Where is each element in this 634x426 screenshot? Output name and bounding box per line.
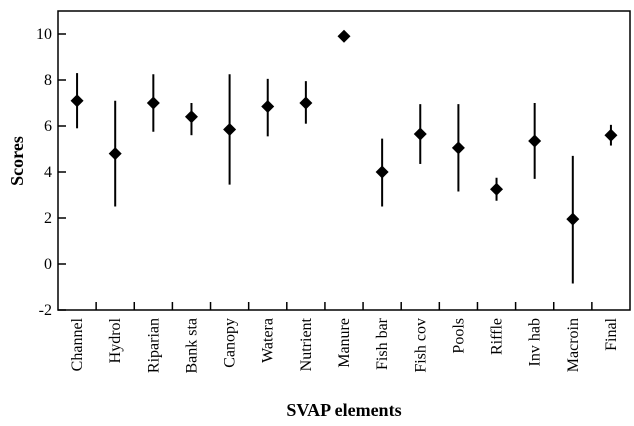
mean-marker xyxy=(223,122,237,136)
mean-marker xyxy=(490,182,504,196)
x-tick-label: Final xyxy=(603,317,620,350)
x-tick-label: Canopy xyxy=(222,318,239,368)
data-marks xyxy=(70,29,618,284)
mean-marker xyxy=(528,134,542,148)
y-tick-label: 8 xyxy=(44,72,52,89)
x-axis: Channel Hydrol Riparian Bank sta Canopy Water… xyxy=(69,302,620,374)
x-tick-label: Watera xyxy=(260,318,277,363)
mean-marker xyxy=(70,94,84,108)
mean-marker xyxy=(604,128,618,142)
y-tick-label: 10 xyxy=(36,26,52,43)
y-tick-label: 2 xyxy=(44,210,52,227)
x-tick-label: Riparian xyxy=(145,318,162,373)
x-tick-label: Bank sta xyxy=(183,318,200,374)
mean-marker xyxy=(337,29,351,43)
y-tick-label: 0 xyxy=(44,256,52,273)
x-tick-label: Macroin xyxy=(565,318,582,372)
mean-marker xyxy=(261,99,275,113)
x-tick-label: Nutrient xyxy=(298,317,315,371)
plot-area-border xyxy=(57,10,631,311)
x-tick-label: Pools xyxy=(450,318,467,354)
x-tick-label: Fish cov xyxy=(412,318,429,373)
y-tick-label: 6 xyxy=(44,118,52,135)
mean-marker xyxy=(108,147,122,161)
x-tick-label: Manure xyxy=(336,318,353,368)
mean-marker xyxy=(146,96,160,110)
plot-frame xyxy=(57,10,631,311)
x-tick-label: Inv hab xyxy=(527,318,544,366)
y-tick-label: 4 xyxy=(44,164,52,181)
x-tick-label: Channel xyxy=(69,317,86,371)
mean-marker xyxy=(375,165,389,179)
y-axis-title: Scores xyxy=(7,136,27,186)
mean-marker xyxy=(184,110,198,124)
x-tick-label: Fish bar xyxy=(374,317,391,370)
mean-marker xyxy=(413,127,427,141)
y-tick-label: -2 xyxy=(39,302,52,319)
y-axis: -2 0 2 4 6 8 10 xyxy=(36,26,66,319)
x-axis-title: SVAP elements xyxy=(286,400,401,420)
x-tick-label: Riffle xyxy=(489,318,506,355)
mean-marker xyxy=(566,212,580,226)
mean-marker xyxy=(299,96,313,110)
mean-marker xyxy=(451,141,465,155)
x-tick-label: Hydrol xyxy=(107,317,124,363)
